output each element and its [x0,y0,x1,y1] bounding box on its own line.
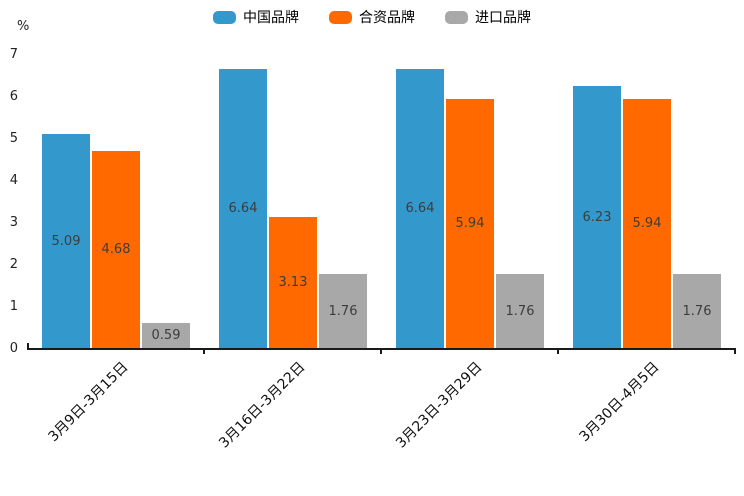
legend: 中国品牌 合资品牌 进口品牌 [0,7,744,27]
legend-item-label: 进口品牌 [475,10,531,26]
bar-中国品牌-3月23日-3月29日[interactable]: 6.64 [396,69,444,348]
y-axis-unit-label: % [17,19,30,34]
legend-item-joint-venture-brands[interactable]: 合资品牌 [329,7,415,27]
y-axis-tick-label: 0 [9,341,18,356]
x-axis-left-tick [27,343,29,348]
bar-中国品牌-3月30日-4月5日[interactable]: 6.23 [573,86,621,348]
y-axis-tick-label: 6 [9,89,18,104]
legend-item-label: 合资品牌 [359,10,415,26]
bar-进口品牌-3月9日-3月15日[interactable]: 0.59 [142,323,190,348]
x-axis-tick [380,350,382,354]
x-axis-category-label: 3月30日-4月5日 [576,359,663,446]
x-axis-category-label: 3月16日-3月22日 [216,359,309,452]
legend-item-label: 中国品牌 [243,10,299,26]
bar-中国品牌-3月16日-3月22日[interactable]: 6.64 [219,69,267,348]
bar-进口品牌-3月16日-3月22日[interactable]: 1.76 [319,274,367,348]
bar-合资品牌-3月16日-3月22日[interactable]: 3.13 [269,217,317,348]
y-axis-tick-label: 1 [9,299,18,314]
bar-中国品牌-3月9日-3月15日[interactable]: 5.09 [42,134,90,348]
bar-合资品牌-3月30日-4月5日[interactable]: 5.94 [623,99,671,348]
legend-item-china-brands[interactable]: 中国品牌 [213,7,299,27]
x-axis-tick [734,350,736,354]
legend-swatch-icon [445,10,468,24]
y-axis-tick-label: 5 [9,131,18,146]
x-axis-category-label: 3月23日-3月29日 [393,359,486,452]
bar-进口品牌-3月30日-4月5日[interactable]: 1.76 [673,274,721,348]
y-axis-tick-label: 4 [9,173,18,188]
x-axis-tick [203,350,205,354]
x-axis-line [27,348,736,350]
bar-合资品牌-3月23日-3月29日[interactable]: 5.94 [446,99,494,348]
y-axis-tick-label: 7 [9,47,18,62]
bar-合资品牌-3月9日-3月15日[interactable]: 4.68 [92,151,140,348]
legend-item-import-brands[interactable]: 进口品牌 [445,7,531,27]
y-axis-tick-label: 3 [9,215,18,230]
x-axis-category-label: 3月9日-3月15日 [45,359,132,446]
y-axis-tick-label: 2 [9,257,18,272]
x-axis-tick [557,350,559,354]
legend-swatch-icon [213,10,236,24]
legend-swatch-icon [329,10,352,24]
bar-进口品牌-3月23日-3月29日[interactable]: 1.76 [496,274,544,348]
